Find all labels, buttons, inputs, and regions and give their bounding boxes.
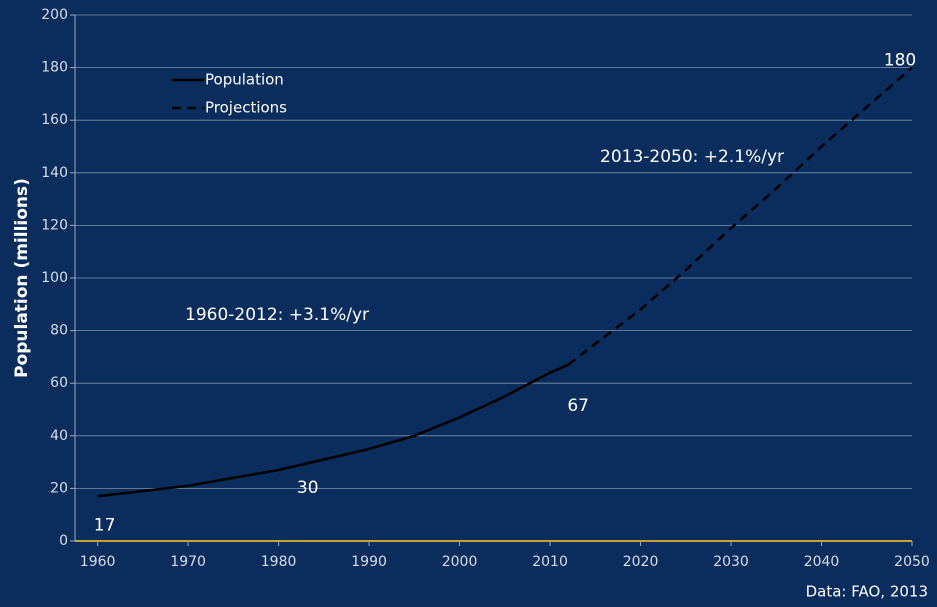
y-tick-label: 20	[50, 480, 68, 496]
source: Data: FAO, 2013	[806, 583, 928, 601]
series-line	[97, 363, 569, 498]
y-tick-label: 40	[50, 428, 68, 444]
y-tick-label: 120	[41, 217, 68, 233]
x-tick-label: 1970	[170, 554, 206, 570]
y-tick-label: 200	[41, 7, 68, 23]
x-tick-label: 2010	[532, 554, 568, 570]
y-tick-label: 100	[41, 270, 68, 286]
y-tick-label: 0	[59, 533, 68, 549]
data-label: 30	[297, 478, 319, 498]
x-tick-label: 2050	[894, 554, 930, 570]
x-tick-label: 2020	[623, 554, 659, 570]
x-tick-label: 2040	[804, 554, 840, 570]
data-label: 17	[94, 515, 116, 535]
legend-label: Population	[205, 71, 284, 89]
y-tick-label: 140	[41, 165, 68, 181]
x-tick-label: 2000	[442, 554, 478, 570]
y-axis-label: Population (millions)	[12, 178, 32, 378]
y-tick-label: 60	[50, 375, 68, 391]
y-tick-label: 160	[41, 112, 68, 128]
series-line	[567, 66, 913, 366]
data-label: 180	[884, 51, 916, 71]
y-tick-label: 80	[50, 323, 68, 339]
annotation: 2013-2050: +2.1%/yr	[600, 147, 784, 167]
x-tick-label: 2030	[713, 554, 749, 570]
y-tick-label: 180	[41, 60, 68, 76]
x-tick-label: 1990	[351, 554, 387, 570]
x-tick-label: 1960	[80, 554, 116, 570]
annotation: 1960-2012: +3.1%/yr	[185, 305, 369, 325]
data-label: 67	[567, 396, 589, 416]
legend-label: Projections	[205, 99, 287, 117]
x-tick-label: 1980	[261, 554, 297, 570]
